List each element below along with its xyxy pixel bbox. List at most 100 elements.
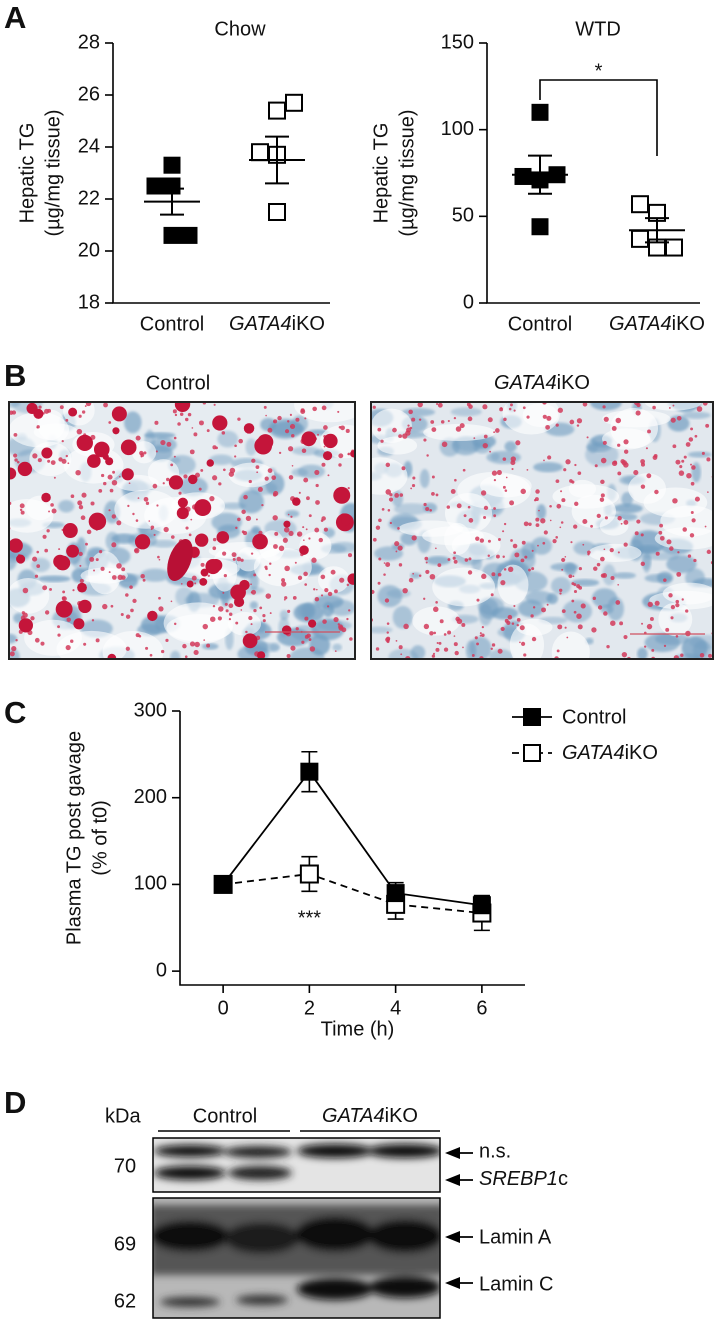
y-tick-label: 100 — [134, 873, 167, 895]
texture — [349, 637, 353, 641]
axis — [179, 711, 525, 986]
texture — [685, 442, 691, 447]
marker — [300, 762, 319, 781]
texture — [62, 523, 78, 539]
texture — [328, 599, 355, 616]
texture — [332, 643, 343, 652]
y-tick-label: 100 — [441, 118, 474, 140]
texture — [435, 647, 440, 652]
texture — [9, 467, 17, 480]
texture — [602, 563, 616, 586]
band-label: Lamin A — [479, 1226, 552, 1248]
texture — [292, 497, 301, 506]
texture — [557, 407, 563, 413]
texture — [308, 619, 317, 628]
texture — [573, 524, 578, 529]
texture — [425, 506, 430, 512]
texture — [36, 425, 40, 429]
texture — [202, 623, 208, 630]
texture — [62, 596, 67, 602]
x-tick-label: 0 — [218, 997, 229, 1019]
texture — [479, 538, 485, 543]
texture — [14, 458, 18, 462]
texture — [513, 605, 516, 608]
texture — [281, 578, 286, 583]
texture — [206, 459, 214, 467]
texture — [502, 402, 560, 435]
texture — [640, 462, 646, 467]
texture — [704, 525, 707, 528]
texture — [682, 527, 687, 532]
texture — [705, 423, 710, 428]
texture — [679, 465, 683, 469]
y-tick-label: 0 — [156, 959, 167, 981]
texture — [179, 412, 184, 416]
texture — [635, 545, 661, 554]
texture — [377, 427, 382, 432]
texture — [491, 643, 496, 647]
texture — [153, 533, 156, 536]
texture — [191, 575, 197, 581]
texture — [250, 583, 252, 586]
texture — [105, 457, 114, 466]
texture — [145, 646, 149, 650]
texture — [120, 613, 124, 617]
texture — [410, 645, 426, 659]
texture — [50, 460, 56, 465]
texture — [188, 533, 192, 537]
texture — [451, 531, 501, 560]
texture — [386, 631, 389, 634]
texture — [655, 551, 660, 556]
texture — [228, 462, 275, 488]
texture — [555, 423, 559, 427]
texture — [212, 604, 216, 608]
texture — [590, 524, 593, 528]
texture — [423, 424, 496, 442]
y-axis-label: Plasma TG post gavage — [63, 731, 85, 945]
texture — [347, 452, 351, 456]
blot-unit: kDa — [105, 1105, 141, 1127]
texture — [95, 558, 99, 562]
texture — [108, 571, 111, 574]
texture — [84, 405, 87, 407]
texture — [289, 413, 292, 416]
texture — [653, 453, 658, 458]
texture — [476, 598, 480, 602]
texture — [55, 555, 71, 571]
texture — [651, 648, 655, 652]
texture — [73, 618, 85, 630]
texture — [16, 460, 20, 464]
texture — [429, 631, 434, 636]
texture — [271, 475, 277, 480]
texture — [206, 643, 211, 648]
texture — [116, 563, 122, 569]
texture — [395, 550, 398, 553]
texture — [392, 427, 397, 433]
texture — [322, 619, 327, 624]
marker — [665, 238, 683, 257]
texture — [238, 490, 264, 514]
texture — [317, 433, 320, 436]
texture — [108, 509, 111, 512]
texture — [681, 459, 685, 463]
texture — [536, 504, 547, 520]
texture — [418, 574, 422, 578]
texture — [261, 503, 264, 507]
significance-bracket — [539, 79, 658, 156]
texture — [212, 546, 217, 551]
texture — [425, 556, 451, 566]
texture — [185, 417, 189, 422]
texture — [162, 482, 165, 485]
texture — [685, 568, 705, 588]
texture — [19, 503, 25, 509]
y-tick-label: 150 — [441, 31, 474, 53]
texture — [232, 557, 236, 561]
texture — [72, 589, 75, 592]
texture — [338, 463, 342, 467]
texture — [168, 475, 184, 490]
texture — [580, 603, 586, 609]
texture — [341, 516, 351, 526]
panel-label: B — [4, 358, 26, 393]
texture — [183, 474, 188, 479]
texture — [393, 503, 430, 515]
